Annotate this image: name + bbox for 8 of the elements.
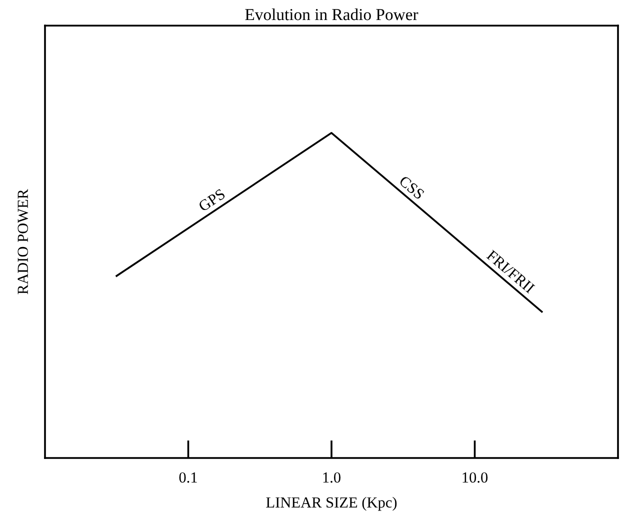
y-axis-title: RADIO POWER	[18, 188, 28, 294]
x-tick-label: 10.0	[462, 472, 488, 483]
annotation: GPS	[198, 188, 226, 212]
annotation: CSS	[398, 175, 425, 200]
x-tick-label: 0.1	[179, 472, 197, 483]
chart-title: Evolution in Radio Power	[245, 8, 418, 20]
x-tick-label: 1.0	[323, 472, 340, 483]
x-axis-title: LINEAR SIZE (Kpc)	[266, 496, 397, 511]
